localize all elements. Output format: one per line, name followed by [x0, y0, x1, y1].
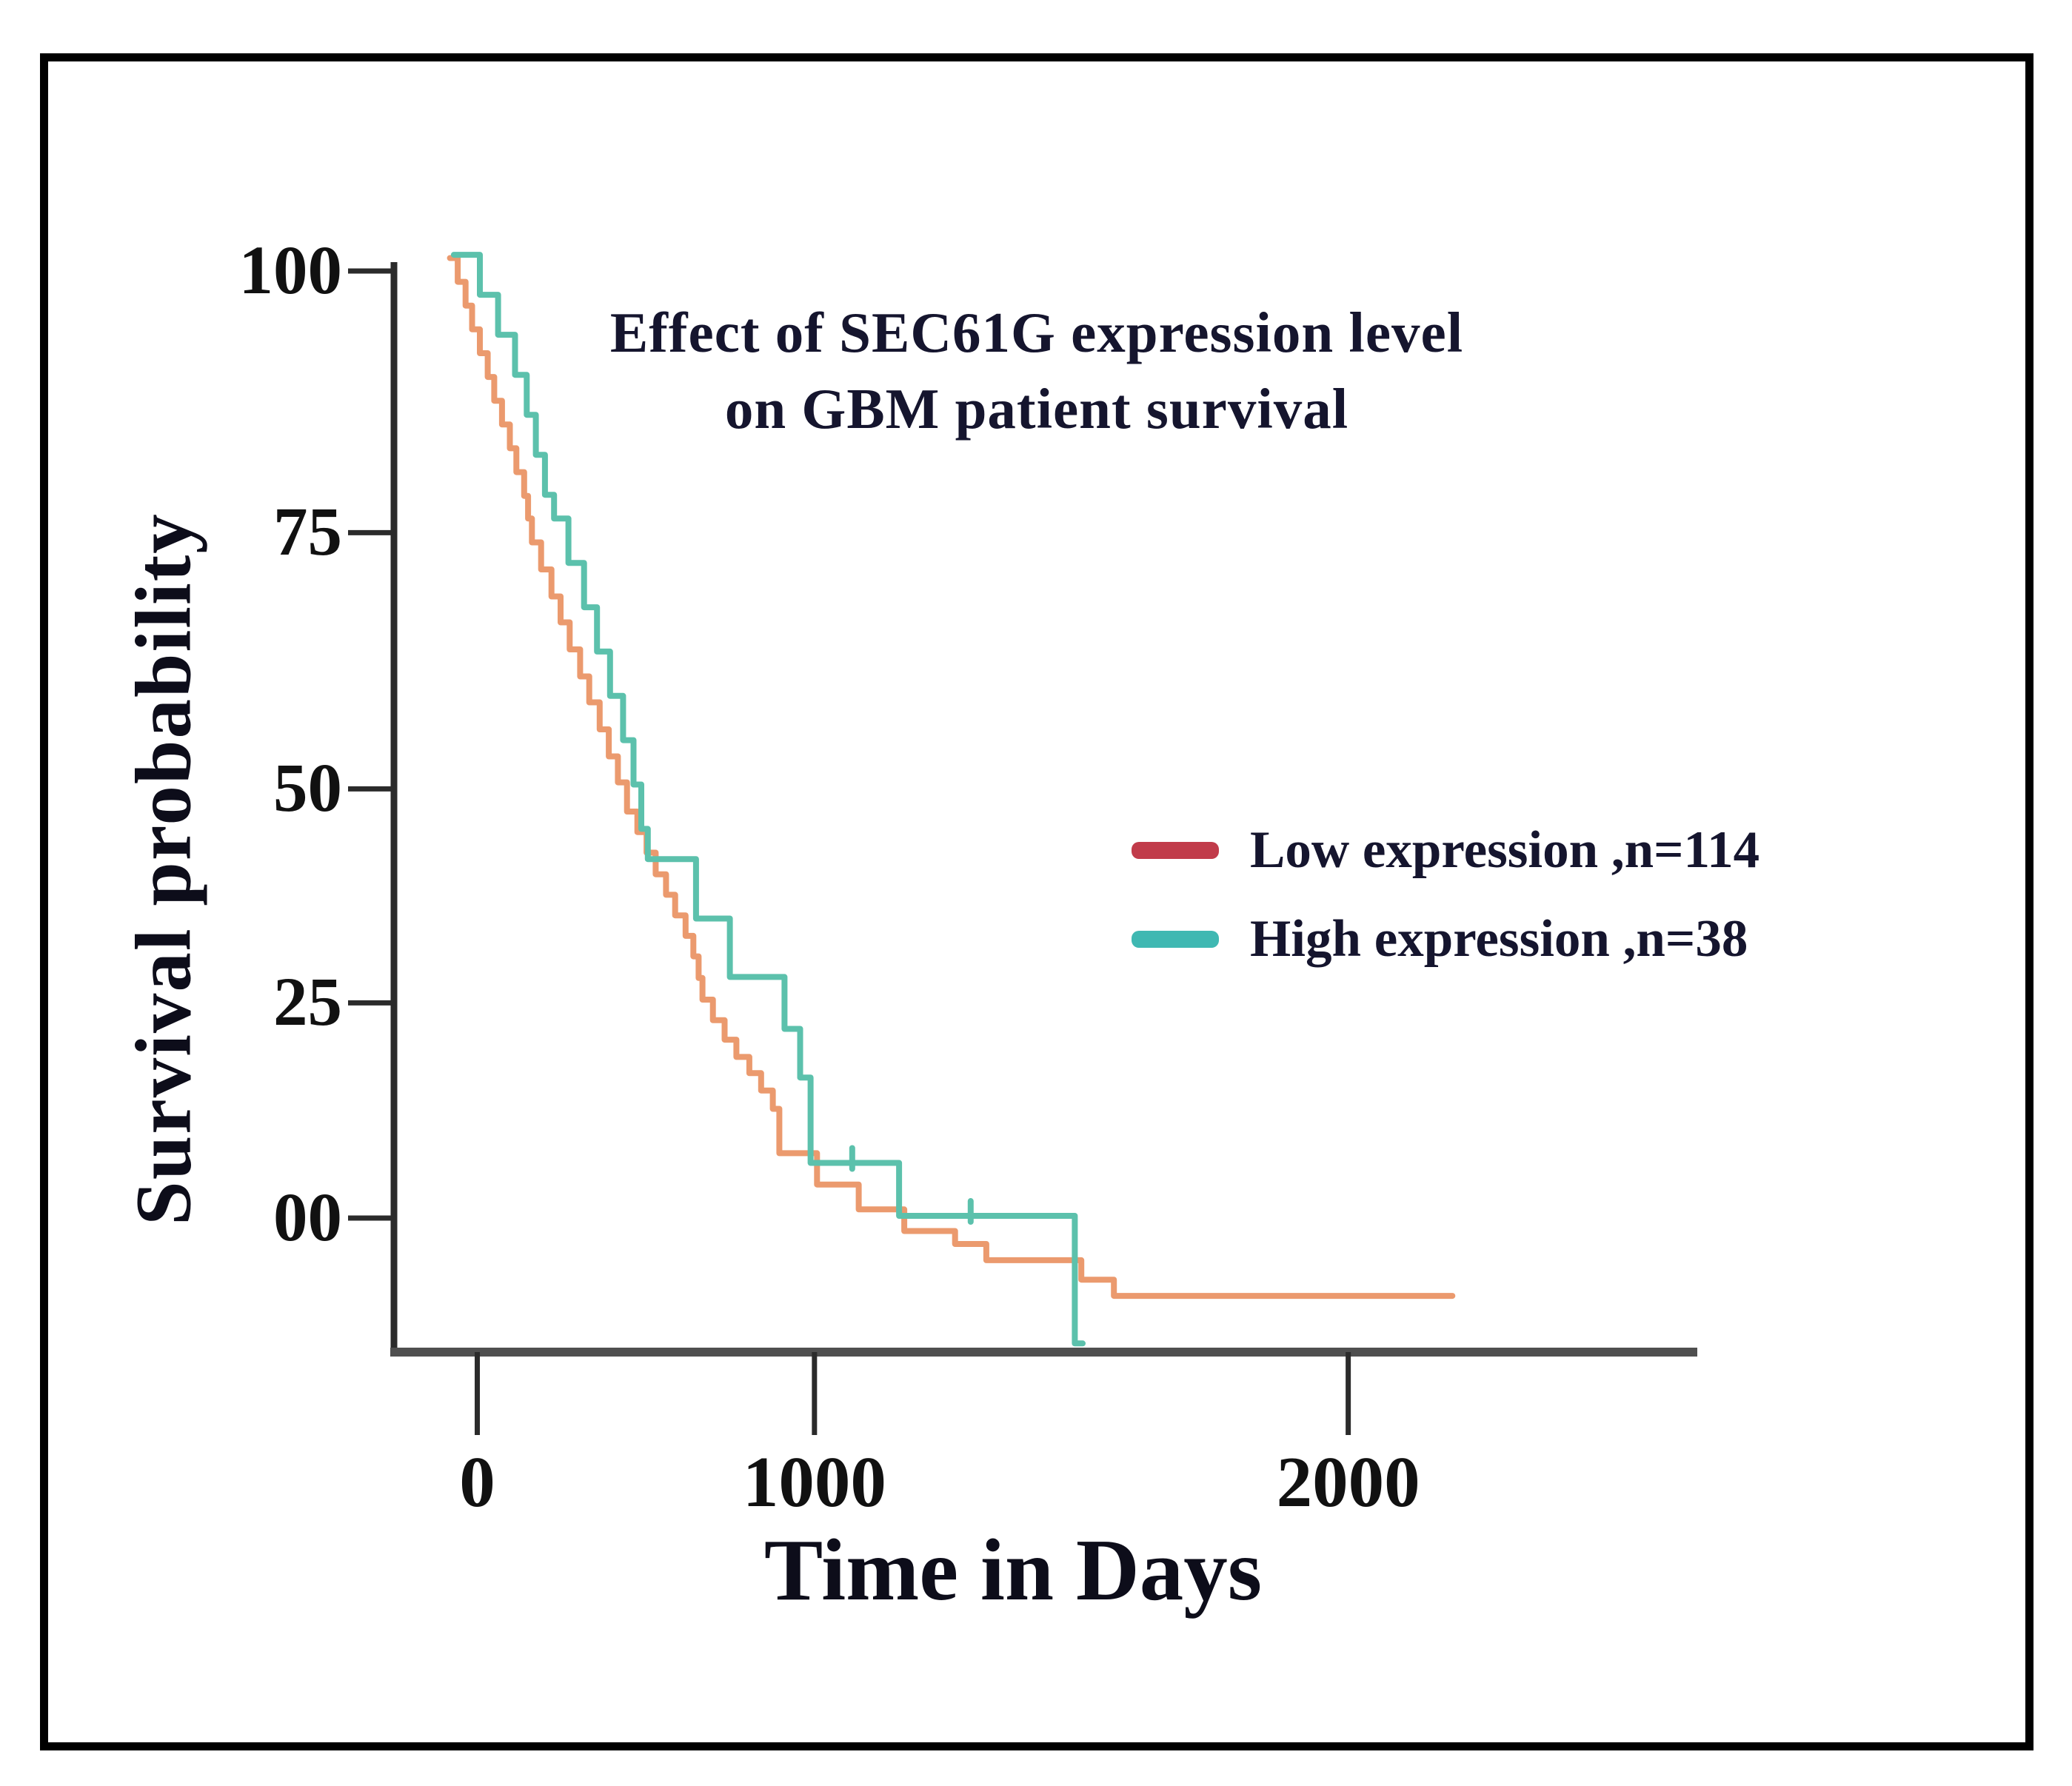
chart-title: Effect of SEC61G expression level on GBM…: [518, 295, 1555, 447]
y-tick-label-75: 75: [273, 494, 342, 571]
x-axis-title: Time in Days: [763, 1521, 1263, 1619]
legend: Low expression ,n=114 High expression ,n…: [1132, 806, 1759, 983]
legend-swatch-high-expression: [1132, 930, 1219, 948]
chart-title-line1: Effect of SEC61G expression level: [609, 301, 1464, 364]
legend-label-low-expression: Low expression ,n=114: [1250, 820, 1760, 879]
x-tick-label-1000: 1000: [742, 1442, 886, 1522]
high-expression-curve: [450, 252, 1086, 1347]
legend-swatch-low-expression: [1132, 841, 1219, 859]
y-tick-label-50: 50: [273, 750, 342, 827]
y-tick-label-25: 25: [273, 964, 342, 1041]
x-tick-label-0: 0: [459, 1442, 495, 1522]
x-tick-label-2000: 2000: [1276, 1442, 1420, 1522]
y-tick-label-100: 100: [238, 233, 343, 309]
chart-title-line2: on GBM patient survival: [724, 377, 1349, 441]
legend-row-low: Low expression ,n=114: [1132, 806, 1759, 894]
figure-border-frame: [40, 53, 2033, 1750]
low-expression-curve: [447, 255, 1456, 1300]
legend-label-high-expression: High expression ,n=38: [1250, 909, 1748, 968]
y-tick-label-00: 00: [273, 1179, 342, 1256]
legend-row-high: High expression ,n=38: [1132, 894, 1759, 983]
